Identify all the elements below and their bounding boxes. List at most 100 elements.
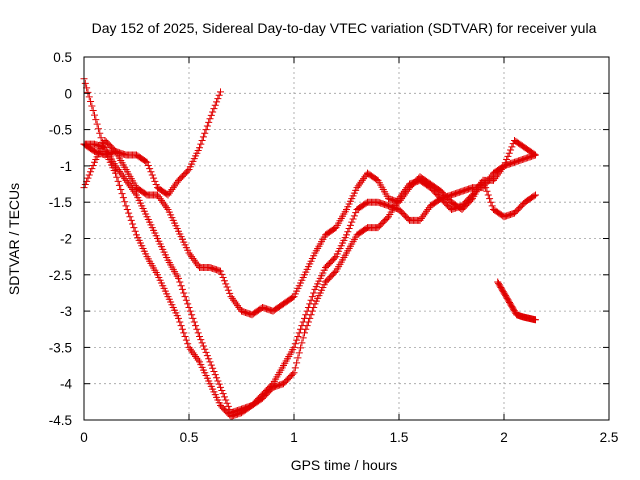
data-point [530,192,538,200]
data-point [142,157,150,165]
data-point [182,336,190,344]
data-point [185,303,193,311]
data-point [192,352,200,360]
data-point [486,175,494,183]
data-point [131,227,139,235]
y-tick-label: -2 [60,232,72,247]
data-point [202,126,210,134]
data-point [115,181,123,189]
data-point [167,187,175,195]
data-point [344,228,352,236]
data-point [206,358,214,366]
data-points [80,75,539,420]
x-tick-label: 0 [80,430,88,445]
data-point [235,303,243,311]
y-tick-label: -3 [60,304,72,319]
data-point [209,108,217,116]
data-point [399,189,407,197]
data-point [358,176,366,184]
data-point [113,173,121,181]
data-point [194,329,202,337]
y-tick-label: -4 [60,377,72,392]
data-point [207,361,215,369]
x-tick-label: 2.5 [600,430,619,445]
data-point [294,354,302,362]
data-point [301,329,308,337]
data-point [217,383,224,391]
data-point [203,352,211,360]
data-point [115,167,123,175]
data-point [471,187,479,195]
data-point [331,254,339,262]
data-point [147,168,155,176]
y-tick-label: -3.5 [49,340,72,355]
data-point [308,307,316,315]
data-point [488,202,496,210]
data-point [480,180,488,188]
data-point [508,143,516,151]
grid [84,57,609,420]
data-point [291,364,299,372]
data-point [199,342,207,350]
data-point [486,195,494,203]
data-point [189,254,197,262]
data-point [307,311,315,319]
data-point [211,371,219,379]
data-point [213,374,221,382]
data-point [507,146,515,154]
data-point [127,216,135,224]
data-point [117,169,125,177]
y-tick-label: -1.5 [49,195,72,210]
data-point [219,274,227,282]
data-point [472,185,480,193]
series-track-3 [80,75,539,420]
y-tick-label: -4.5 [49,413,72,428]
data-point [112,162,119,170]
data-point [184,340,192,348]
data-point [146,165,154,173]
data-point [220,277,228,285]
y-tick-label: 0 [64,86,72,101]
x-tick-label: 1.5 [390,430,409,445]
data-point [482,184,490,192]
data-point [470,189,478,197]
data-point [186,345,194,353]
data-point [289,370,297,378]
data-point [184,167,192,175]
data-point [224,286,232,294]
data-point [85,171,93,179]
data-point [346,221,354,229]
data-point [188,347,196,355]
data-point [398,191,406,199]
data-point [129,220,137,228]
data-point [129,185,137,193]
data-point [152,181,160,189]
data-point [161,202,169,210]
data-point [417,215,425,223]
data-point [222,280,230,288]
data-point [126,213,134,221]
data-point [97,134,105,142]
data-point [226,289,234,297]
data-point [198,339,206,347]
data-point [88,165,96,173]
data-point [307,296,315,304]
data-point [94,125,102,133]
data-point [169,184,177,192]
data-point [114,166,122,174]
data-point [150,174,158,182]
data-point [160,200,168,208]
data-point [182,296,190,304]
data-point [475,182,483,190]
series-track-1 [80,88,224,199]
data-point [479,176,487,184]
data-point [180,289,188,297]
data-point [353,184,361,192]
data-point [193,354,201,362]
data-point [157,196,165,204]
data-point [130,224,138,232]
data-point [155,193,163,201]
data-point [168,185,176,193]
data-point [122,176,130,184]
